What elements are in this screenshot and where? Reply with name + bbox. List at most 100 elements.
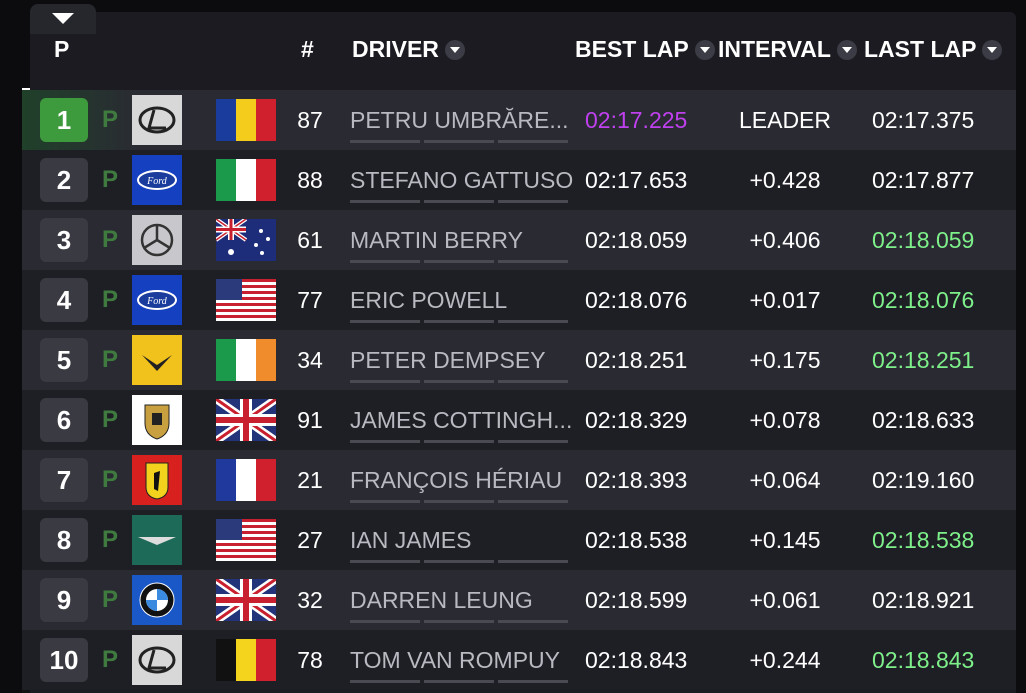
team-logo: Ford	[132, 275, 182, 325]
position: 8	[40, 518, 88, 562]
header-interval[interactable]: INTERVAL	[718, 36, 857, 63]
flag	[216, 579, 276, 621]
last-lap: 02:18.843	[872, 647, 975, 673]
pit-status: P	[102, 466, 119, 493]
flag	[216, 459, 276, 501]
car-number: 27	[297, 527, 323, 553]
position: 9	[40, 578, 88, 622]
car-number: 21	[297, 467, 323, 493]
position: 10	[40, 638, 88, 682]
position: 5	[40, 338, 88, 382]
driver-bar	[350, 200, 568, 203]
driver-name: PETER DEMPSEY	[350, 347, 546, 373]
best-lap: 02:18.329	[585, 407, 688, 433]
sort-icon	[444, 39, 465, 60]
header-position: P	[54, 36, 70, 62]
best-lap: 02:18.059	[585, 227, 688, 253]
team-logo	[132, 515, 182, 565]
best-lap: 02:18.251	[585, 347, 688, 373]
driver-bar	[350, 620, 568, 623]
driver-name: MARTIN BERRY	[350, 227, 523, 253]
car-number: 87	[297, 107, 323, 133]
driver-bar	[350, 380, 568, 383]
interval: +0.064	[749, 467, 821, 493]
driver-row: 2 P Ford 88 STEFANO GATTUSO 02:17.653 +0.428 02…	[22, 150, 1016, 210]
interval: +0.406	[749, 227, 821, 253]
last-lap: 02:18.059	[872, 227, 975, 253]
car-number: 77	[297, 287, 323, 313]
driver-row: 3 P 61 MARTIN BERRY 02:18.059 +0.406 02:18.059	[22, 210, 1016, 270]
driver-name: STEFANO GATTUSO	[350, 167, 574, 193]
position: 7	[40, 458, 88, 502]
team-logo	[132, 455, 182, 505]
driver-row: 5 P 34 PETER DEMPSEY 02:18.251 +0.175 02:18.25…	[22, 330, 1016, 390]
best-lap: 02:18.538	[585, 527, 688, 553]
driver-bar	[350, 260, 568, 263]
best-lap: 02:18.843	[585, 647, 688, 673]
driver-name: IAN JAMES	[350, 527, 472, 553]
driver-bar	[350, 140, 568, 143]
best-lap: 02:17.653	[585, 167, 688, 193]
flag	[216, 219, 276, 261]
team-logo	[132, 215, 182, 265]
collapse-icon	[52, 13, 74, 24]
interval: LEADER	[738, 107, 832, 133]
team-logo	[132, 95, 182, 145]
interval: +0.428	[749, 167, 821, 193]
header-text: DRIVER	[352, 36, 439, 62]
car-number: 34	[297, 347, 323, 373]
driver-row: 8 P 27 IAN JAMES 02:18.538 +0.145 02:18.538	[22, 510, 1016, 570]
driver-bar	[350, 680, 568, 683]
team-logo: Ford	[132, 155, 182, 205]
driver-name: TOM VAN ROMPUY	[350, 647, 560, 673]
best-lap: 02:18.393	[585, 467, 688, 493]
last-lap: 02:17.375	[872, 107, 975, 133]
position: 2	[40, 158, 88, 202]
driver-name: FRANÇOIS HÉRIAU	[350, 467, 563, 493]
team-logo	[132, 575, 182, 625]
interval: +0.078	[749, 407, 821, 433]
driver-bar	[350, 560, 568, 563]
flag	[216, 639, 276, 681]
flag	[216, 99, 276, 141]
pit-status: P	[102, 346, 119, 373]
last-lap: 02:18.633	[872, 407, 975, 433]
position: 4	[40, 278, 88, 322]
best-lap: 02:18.076	[585, 287, 688, 313]
last-lap: 02:18.538	[872, 527, 975, 553]
pit-status: P	[102, 106, 119, 133]
interval: +0.145	[749, 527, 821, 553]
header-text: BEST LAP	[575, 36, 689, 62]
interval: +0.244	[749, 647, 821, 673]
pit-status: P	[102, 646, 119, 673]
best-lap: 02:17.225	[585, 107, 688, 133]
car-number: 78	[297, 647, 323, 673]
driver-name: JAMES COTTINGH...	[350, 407, 573, 433]
collapse-tab[interactable]	[30, 4, 96, 34]
car-number: 91	[297, 407, 323, 433]
flag	[216, 159, 276, 201]
sort-icon	[982, 39, 1003, 60]
pit-status: P	[102, 406, 119, 433]
driver-bar	[350, 500, 568, 503]
team-logo	[132, 395, 182, 445]
flag	[216, 279, 276, 321]
header-last-lap[interactable]: LAST LAP	[864, 36, 1003, 63]
driver-name: ERIC POWELL	[350, 287, 508, 313]
last-lap: 02:18.921	[872, 587, 975, 613]
position: 6	[40, 398, 88, 442]
team-logo	[132, 335, 182, 385]
interval: +0.061	[749, 587, 821, 613]
driver-row: 9 P 32 DARREN LEUNG 02:18.599 +0.061 02:18.921	[22, 570, 1016, 630]
header-text: LAST LAP	[864, 36, 977, 62]
pit-status: P	[102, 166, 119, 193]
car-number: 88	[297, 167, 323, 193]
header-number: #	[301, 36, 314, 62]
header-best-lap[interactable]: BEST LAP	[575, 36, 715, 63]
header-driver[interactable]: DRIVER	[352, 36, 465, 63]
flag	[216, 399, 276, 441]
sort-icon	[694, 39, 715, 60]
pit-status: P	[102, 226, 119, 253]
flag	[216, 339, 276, 381]
